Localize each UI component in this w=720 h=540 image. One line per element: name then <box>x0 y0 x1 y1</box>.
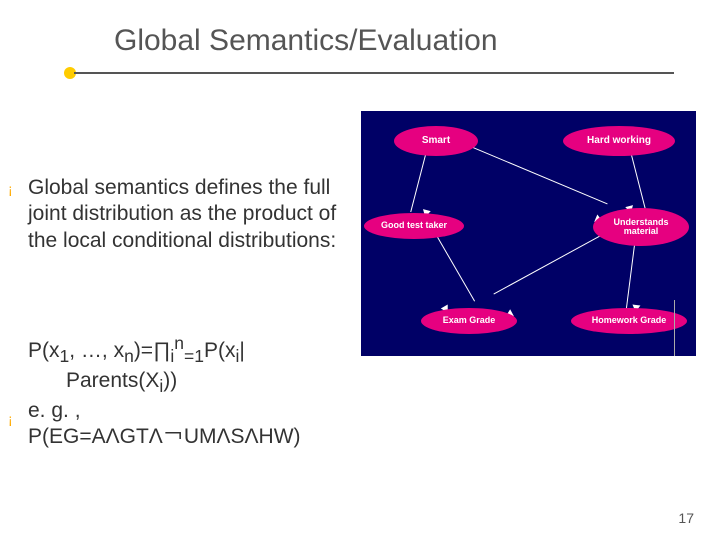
pipe-decoration <box>674 300 675 356</box>
bullet-icon-2: ¡ <box>8 411 13 427</box>
edge-understands-hwgrade <box>626 245 635 308</box>
node-goodtest: Good test taker <box>364 213 464 239</box>
page-number: 17 <box>678 510 694 526</box>
bullet-icon-1: ¡ <box>8 181 13 197</box>
f-l2a: Parents(X <box>66 369 159 392</box>
title-underline <box>74 72 674 74</box>
edge-understands-examgrade <box>494 235 601 294</box>
bayes-net-diagram: Smart Hard working Good test taker Understa… <box>361 111 696 356</box>
node-understands: Understandsmaterial <box>593 208 689 246</box>
f-l1a: P(x <box>28 339 60 362</box>
edge-smart-goodtest <box>410 155 426 213</box>
f-l1sn: n <box>124 346 134 366</box>
formula-block: P(x1, …, xn)=∏in=1P(xi| Parents(Xi)) e. … <box>28 333 358 451</box>
formula-line2: Parents(Xi)) <box>28 369 177 392</box>
slide: Global Semantics/Evaluation ¡ Global sem… <box>0 0 720 540</box>
para1-text: Global semantics defines the full joint … <box>28 175 358 254</box>
edge-goodtest-examgrade <box>437 237 475 302</box>
f-l1c: )=∏ <box>134 339 171 362</box>
edge-smart-understands <box>472 147 607 204</box>
formula-line1: P(x1, …, xn)=∏in=1P(xi| <box>28 339 245 362</box>
node-smart: Smart <box>394 126 478 156</box>
f-l1eq: =1 <box>184 346 204 366</box>
f-l1d: P(x <box>204 339 236 362</box>
node-examgrade: Exam Grade <box>421 308 517 334</box>
f-l1b: , …, x <box>69 339 124 362</box>
formula-line3: e. g. , <box>28 399 81 422</box>
edge-hardworking-understands <box>631 155 646 208</box>
f-l1s1: 1 <box>60 346 70 366</box>
node-hwgrade: Homework Grade <box>571 308 687 334</box>
formula-line4: P(EG=AΛGTΛ￢UMΛSΛHW) <box>28 425 301 448</box>
f-l1supn: n <box>174 333 184 353</box>
node-hardworking: Hard working <box>563 126 675 156</box>
slide-title: Global Semantics/Evaluation <box>114 24 498 58</box>
f-l2b: )) <box>163 369 177 392</box>
f-l1e: | <box>239 339 244 362</box>
